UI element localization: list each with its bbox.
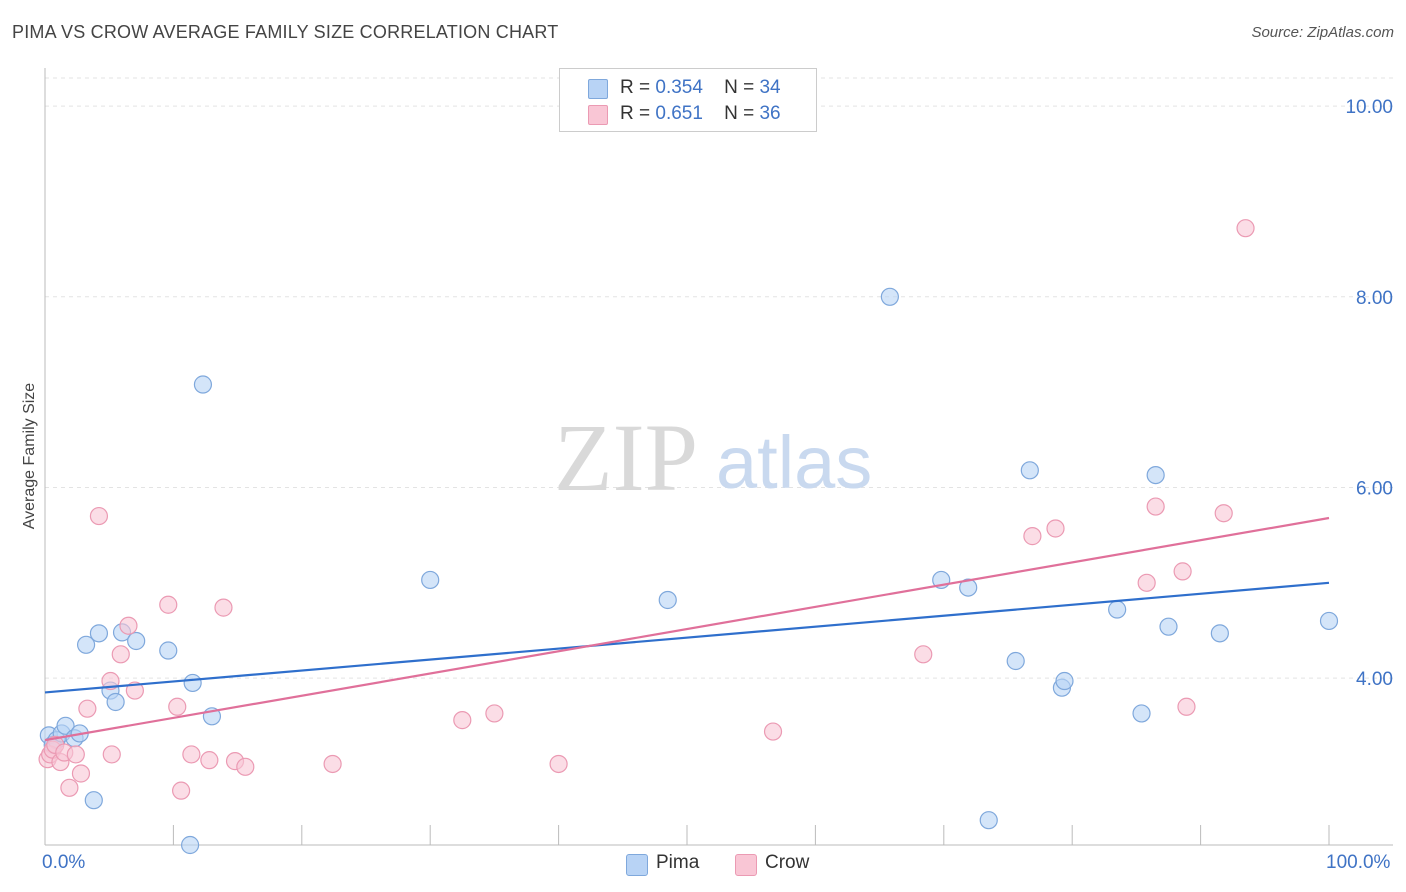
y-tick-label: 8.00 <box>1356 288 1393 309</box>
pima-legend-swatch <box>626 854 648 876</box>
pima-point <box>1210 624 1229 643</box>
pima-point <box>959 578 978 597</box>
trend-lines <box>44 516 1330 742</box>
crow-point <box>1046 519 1065 538</box>
pima-point <box>1146 465 1165 485</box>
pima-point <box>193 375 213 394</box>
pima-point <box>76 635 96 654</box>
pima-point <box>421 570 440 590</box>
pima-point <box>1132 704 1151 723</box>
pima-point <box>106 692 125 712</box>
legend-r-value: 0.354 <box>655 77 703 98</box>
crow-point <box>763 722 783 741</box>
pima-point <box>1006 651 1025 671</box>
correlation-legend: R = 0.354 N = 34 R = 0.651 N = 36 <box>559 68 817 132</box>
crow-point <box>1214 504 1233 523</box>
crow-point <box>1023 527 1042 546</box>
crow-point <box>1177 697 1196 716</box>
crow-point <box>200 751 219 770</box>
y-axis-label: Average Family Size <box>21 383 38 530</box>
crow-point <box>1146 497 1165 516</box>
y-tick-labels: 4.00 6.00 8.00 10.00 <box>1345 97 1393 690</box>
chart-title: PIMA VS CROW AVERAGE FAMILY SIZE CORRELA… <box>12 22 559 42</box>
crow-point <box>214 598 233 617</box>
legend-n-value: 34 <box>759 77 781 98</box>
crow-legend-swatch <box>735 854 757 876</box>
y-tick-label: 10.00 <box>1345 97 1393 118</box>
pima-point <box>1020 461 1039 480</box>
pima-swatch <box>588 79 608 99</box>
crow-point <box>168 697 187 716</box>
crow-trend-line <box>44 516 1330 742</box>
pima-point <box>880 287 899 306</box>
x-tick-label-min: 0.0% <box>42 852 86 873</box>
pima-point <box>1055 671 1074 691</box>
data-points <box>38 219 1339 855</box>
watermark-zip: ZIP <box>554 404 698 511</box>
crow-point <box>236 757 255 776</box>
crow-point <box>549 754 568 774</box>
crow-swatch <box>588 105 608 125</box>
pima-legend-label: Pima <box>656 852 700 873</box>
pima-point <box>979 811 998 830</box>
legend-r-label: R = <box>620 77 651 98</box>
pima-point <box>84 791 103 810</box>
legend-r-value: 0.651 <box>655 103 703 124</box>
crow-point <box>71 764 91 783</box>
axes <box>44 68 1393 846</box>
crow-legend-label: Crow <box>765 852 810 873</box>
pima-point <box>159 641 178 660</box>
crow-point <box>101 671 120 691</box>
legend-n-value: 36 <box>759 103 781 124</box>
crow-point <box>78 699 97 718</box>
crow-point <box>89 506 109 526</box>
crow-point <box>66 745 85 764</box>
pima-point <box>127 631 146 651</box>
crow-point <box>485 704 504 723</box>
crow-point <box>453 711 472 730</box>
pima-point <box>1159 617 1178 636</box>
crow-point <box>172 781 191 800</box>
crow-point <box>111 645 130 664</box>
gridlines <box>45 77 1393 679</box>
crow-point <box>125 681 144 700</box>
x-tick-label-max: 100.0% <box>1326 852 1391 873</box>
crow-point <box>1173 562 1192 581</box>
pima-point <box>658 590 677 610</box>
pima-point <box>1319 611 1339 631</box>
legend-n-label: N = <box>724 103 755 124</box>
pima-point <box>183 673 202 693</box>
watermark: ZIP atlas <box>554 404 872 511</box>
legend-r-label: R = <box>620 103 651 124</box>
crow-point <box>182 745 201 764</box>
pima-point <box>89 624 109 643</box>
pima-point <box>180 835 200 855</box>
legend-n-label: N = <box>724 77 755 98</box>
crow-point <box>102 745 121 764</box>
crow-point <box>914 645 933 664</box>
crow-point <box>159 595 178 614</box>
crow-point <box>1137 573 1156 592</box>
pima-point <box>1108 600 1127 619</box>
y-tick-label: 4.00 <box>1356 669 1393 690</box>
source-label: Source: ZipAtlas.com <box>1251 24 1394 41</box>
crow-point <box>119 616 138 635</box>
pima-trend-line <box>44 581 1330 694</box>
crow-point <box>1236 219 1255 238</box>
watermark-atlas: atlas <box>716 421 872 504</box>
y-tick-label: 6.00 <box>1356 478 1393 499</box>
crow-point <box>323 754 342 774</box>
pima-point <box>56 716 75 735</box>
crow-point <box>60 778 79 797</box>
